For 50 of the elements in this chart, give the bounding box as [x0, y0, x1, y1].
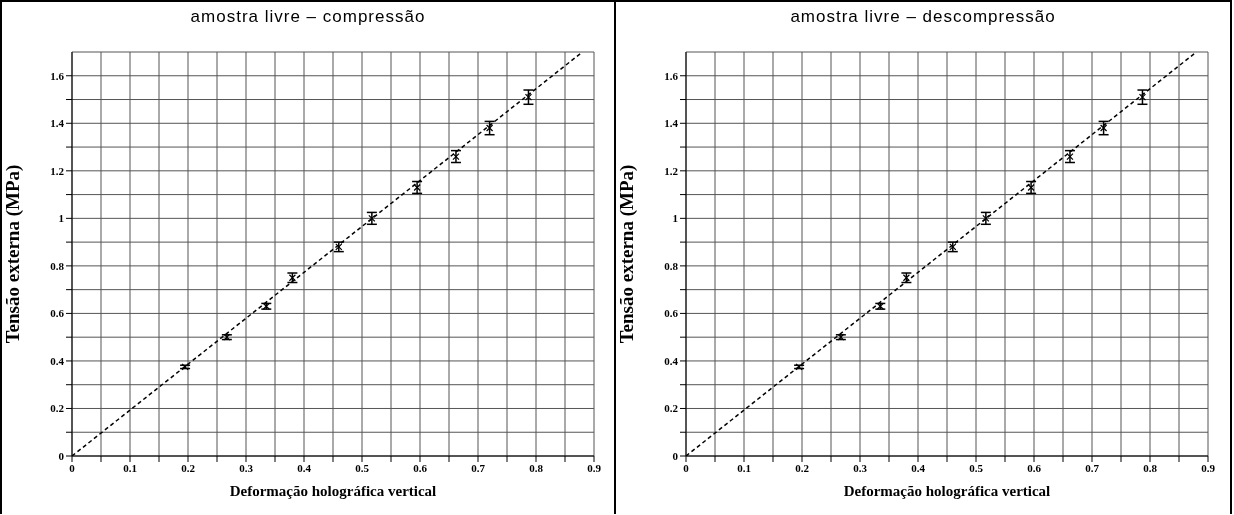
x-tick-label: 0.6	[1027, 461, 1042, 474]
y-tick-label: 1	[58, 212, 64, 225]
y-tick-label: 1.4	[664, 117, 679, 130]
y-tick-label: 0	[58, 449, 65, 462]
x-tick-label: 0.9	[1201, 461, 1216, 474]
point	[524, 93, 533, 101]
x-axis-title: Deformação holográfica vertical	[229, 483, 437, 499]
x-tick-label: 0.6	[413, 461, 428, 474]
chart-title: amostra livre – compressão	[189, 6, 427, 28]
x-tick-label: 0	[69, 461, 76, 474]
y-tick-label: 0.6	[664, 307, 679, 320]
y-tick-label: 0.4	[50, 354, 65, 367]
x-tick-label: 0.9	[587, 461, 602, 474]
y-axis-title: Tensão externa (MPa)	[615, 164, 638, 344]
point	[486, 124, 494, 132]
x-tick-label: 0.7	[471, 461, 486, 474]
y-tick-label: 0.4	[664, 354, 679, 367]
x-tick-label: 0	[683, 461, 690, 474]
point	[368, 214, 376, 222]
x-tick-label: 0.8	[529, 461, 544, 474]
y-tick-label: 1	[672, 212, 678, 225]
x-tick-label: 0.4	[911, 461, 926, 474]
x-tick-label: 0.4	[297, 461, 312, 474]
chart-title: amostra livre – descompressão	[789, 6, 1057, 28]
y-tick-label: 1.6	[664, 69, 679, 82]
point	[1138, 93, 1147, 101]
y-tick-label: 0	[672, 449, 679, 462]
x-tick-label: 0.8	[1143, 461, 1158, 474]
y-tick-label: 0.2	[664, 402, 679, 415]
y-tick-label: 0.6	[50, 307, 65, 320]
y-tick-label: 0.2	[50, 402, 65, 415]
x-tick-label: 0.5	[355, 461, 370, 474]
y-tick-label: 1.4	[50, 117, 65, 130]
y-tick-label: 1.2	[664, 164, 679, 177]
x-tick-label: 0.3	[239, 461, 254, 474]
x-tick-label: 0.2	[795, 461, 810, 474]
x-tick-label: 0.7	[1085, 461, 1100, 474]
y-axis-title: Tensão externa (MPa)	[1, 164, 24, 344]
x-axis-title: Deformação holográfica vertical	[843, 483, 1051, 499]
x-tick-label: 0.3	[853, 461, 868, 474]
y-tick-label: 1.6	[50, 69, 65, 82]
x-tick-label: 0.1	[123, 461, 137, 474]
y-tick-label: 0.8	[664, 259, 679, 272]
y-tick-label: 1.2	[50, 164, 65, 177]
x-tick-label: 0.5	[969, 461, 984, 474]
point	[982, 214, 990, 222]
x-tick-label: 0.1	[737, 461, 751, 474]
y-tick-label: 0.8	[50, 259, 65, 272]
x-tick-label: 0.2	[181, 461, 196, 474]
point	[1100, 124, 1108, 132]
